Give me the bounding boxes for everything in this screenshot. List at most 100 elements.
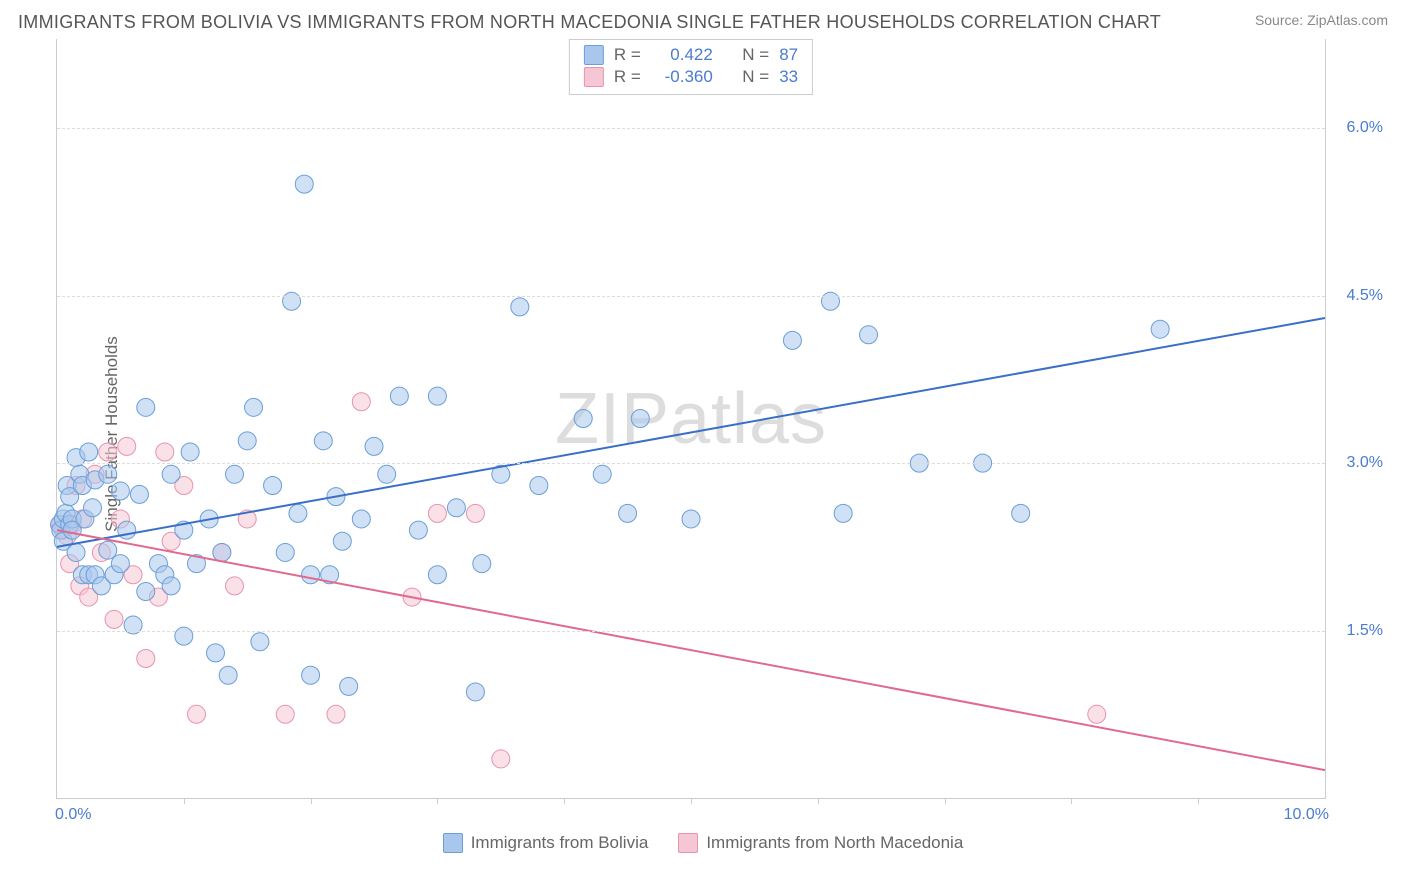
data-point bbox=[302, 666, 320, 684]
data-point bbox=[99, 465, 117, 483]
data-point bbox=[860, 326, 878, 344]
stats-row-series1: R = 0.422 N = 87 bbox=[584, 44, 798, 66]
data-point bbox=[593, 465, 611, 483]
source-link[interactable]: ZipAtlas.com bbox=[1307, 12, 1388, 28]
x-tick bbox=[1071, 798, 1072, 804]
plot-container: Single Father Households ZIPatlas R = 0.… bbox=[10, 39, 1396, 829]
data-point bbox=[156, 443, 174, 461]
data-point bbox=[378, 465, 396, 483]
swatch-series1 bbox=[584, 45, 604, 65]
swatch-series1 bbox=[443, 833, 463, 853]
source-attribution: Source: ZipAtlas.com bbox=[1255, 12, 1388, 28]
data-point bbox=[511, 298, 529, 316]
data-point bbox=[276, 705, 294, 723]
data-point bbox=[333, 532, 351, 550]
data-point bbox=[428, 387, 446, 405]
legend-label-series2: Immigrants from North Macedonia bbox=[706, 833, 963, 853]
y-tick-label: 6.0% bbox=[1347, 119, 1383, 137]
data-point bbox=[1012, 504, 1030, 522]
gridline-h bbox=[57, 463, 1325, 464]
data-point bbox=[137, 649, 155, 667]
data-point bbox=[137, 583, 155, 601]
data-point bbox=[80, 443, 98, 461]
data-point bbox=[352, 393, 370, 411]
r-value-series1: 0.422 bbox=[651, 45, 713, 65]
n-label: N = bbox=[742, 67, 769, 87]
data-point bbox=[289, 504, 307, 522]
data-point bbox=[1151, 320, 1169, 338]
data-point bbox=[162, 465, 180, 483]
data-point bbox=[619, 504, 637, 522]
x-tick bbox=[437, 798, 438, 804]
data-point bbox=[447, 499, 465, 517]
data-point bbox=[314, 432, 332, 450]
data-point bbox=[352, 510, 370, 528]
data-point bbox=[834, 504, 852, 522]
data-point bbox=[118, 437, 136, 455]
data-point bbox=[219, 666, 237, 684]
r-label: R = bbox=[614, 67, 641, 87]
legend-item-series2: Immigrants from North Macedonia bbox=[678, 833, 963, 853]
data-point bbox=[84, 499, 102, 517]
legend-item-series1: Immigrants from Bolivia bbox=[443, 833, 649, 853]
y-tick-label: 3.0% bbox=[1347, 454, 1383, 472]
data-point bbox=[245, 398, 263, 416]
data-point bbox=[390, 387, 408, 405]
data-point bbox=[327, 705, 345, 723]
data-point bbox=[187, 705, 205, 723]
x-tick bbox=[1198, 798, 1199, 804]
data-point bbox=[137, 398, 155, 416]
data-point bbox=[213, 543, 231, 561]
data-point bbox=[251, 633, 269, 651]
data-point bbox=[111, 555, 129, 573]
trend-line bbox=[57, 530, 1325, 770]
r-value-series2: -0.360 bbox=[651, 67, 713, 87]
data-point bbox=[99, 443, 117, 461]
swatch-series2 bbox=[678, 833, 698, 853]
correlation-chart: IMMIGRANTS FROM BOLIVIA VS IMMIGRANTS FR… bbox=[10, 10, 1396, 882]
n-value-series2: 33 bbox=[779, 67, 798, 87]
stats-legend-box: R = 0.422 N = 87 R = -0.360 N = 33 bbox=[569, 39, 813, 95]
data-point bbox=[492, 750, 510, 768]
gridline-h bbox=[57, 296, 1325, 297]
x-tick bbox=[184, 798, 185, 804]
y-tick-label: 4.5% bbox=[1347, 287, 1383, 305]
legend-label-series1: Immigrants from Bolivia bbox=[471, 833, 649, 853]
gridline-h bbox=[57, 128, 1325, 129]
stats-row-series2: R = -0.360 N = 33 bbox=[584, 66, 798, 88]
gridline-h bbox=[57, 631, 1325, 632]
data-point bbox=[238, 432, 256, 450]
data-point bbox=[682, 510, 700, 528]
data-point bbox=[1088, 705, 1106, 723]
plot-svg bbox=[57, 39, 1325, 798]
data-point bbox=[574, 410, 592, 428]
x-tick bbox=[564, 798, 565, 804]
r-label: R = bbox=[614, 45, 641, 65]
data-point bbox=[105, 610, 123, 628]
bottom-legend: Immigrants from Bolivia Immigrants from … bbox=[10, 829, 1396, 853]
data-point bbox=[276, 543, 294, 561]
plot-area: ZIPatlas R = 0.422 N = 87 R = -0.360 N = bbox=[56, 39, 1326, 799]
data-point bbox=[409, 521, 427, 539]
data-point bbox=[631, 410, 649, 428]
data-point bbox=[428, 566, 446, 584]
data-point bbox=[302, 566, 320, 584]
data-point bbox=[295, 175, 313, 193]
data-point bbox=[428, 504, 446, 522]
x-tick bbox=[945, 798, 946, 804]
source-label: Source: bbox=[1255, 12, 1303, 28]
data-point bbox=[226, 577, 244, 595]
data-point bbox=[111, 482, 129, 500]
data-point bbox=[466, 683, 484, 701]
n-label: N = bbox=[742, 45, 769, 65]
data-point bbox=[181, 443, 199, 461]
x-tick-min: 0.0% bbox=[55, 806, 91, 824]
data-point bbox=[466, 504, 484, 522]
chart-title: IMMIGRANTS FROM BOLIVIA VS IMMIGRANTS FR… bbox=[18, 12, 1161, 33]
data-point bbox=[264, 476, 282, 494]
data-point bbox=[207, 644, 225, 662]
data-point bbox=[99, 541, 117, 559]
x-tick-max: 10.0% bbox=[1284, 806, 1329, 824]
data-point bbox=[226, 465, 244, 483]
data-point bbox=[530, 476, 548, 494]
